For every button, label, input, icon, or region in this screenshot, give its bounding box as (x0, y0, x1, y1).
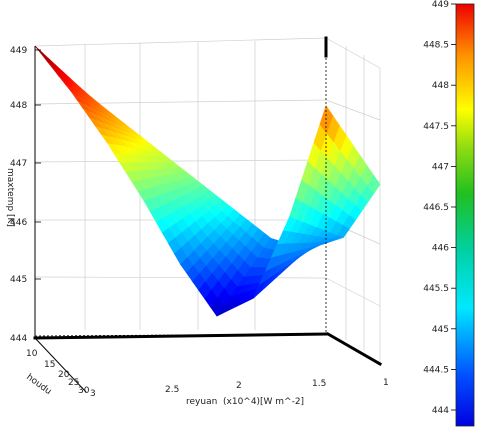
x-ticks: 2.5 2 1.5 1 (165, 378, 389, 395)
colorbar-tick-label: 447.5 (423, 122, 449, 132)
surface (34, 45, 381, 317)
y-tick-label: 30 (78, 386, 90, 396)
z-tick-label: 449 (10, 46, 27, 56)
y-tick-label: 20 (58, 370, 70, 380)
z-tick-label: 447 (10, 159, 27, 169)
y-tick-label: 25 (68, 378, 79, 388)
z-tick-label: 448 (10, 101, 27, 111)
x-label: reyuan (186, 397, 217, 407)
y-tick-label: 3 (90, 389, 96, 399)
colorbar-tick-label: 444.5 (423, 365, 449, 375)
z-tick-label: 444 (10, 334, 27, 344)
z-axis-label: maxtemp (5, 168, 15, 211)
y-tick-label: 15 (44, 360, 55, 370)
colorbar-tick-label: 448.5 (423, 41, 449, 51)
y-axis-label: houdu (24, 372, 53, 397)
x-tick-label: 2 (236, 381, 242, 391)
colorbar-tick-label: 444 (432, 406, 449, 416)
colorbar-tick-label: 446 (432, 244, 449, 254)
colorbar-ticks: 449 448.5 448 447.5 447 446.5 446 445.5 445 444.5… (423, 0, 456, 416)
z-label: maxtemp (5, 168, 15, 211)
colorbar-tick-label: 445 (432, 325, 449, 335)
x-tick-label: 2.5 (165, 385, 179, 395)
z-tick-label: 446 (10, 218, 27, 228)
x-scale: (x10^4) (223, 397, 260, 407)
surface-patch (40, 53, 55, 68)
box-edges (33, 36, 383, 367)
colorbar (455, 3, 475, 427)
z-tick-label: 445 (10, 275, 27, 285)
y-tick-label: 10 (26, 349, 38, 359)
colorbar-tick-label: 448 (432, 81, 449, 91)
colorbar-tick-label: 447 (432, 162, 449, 172)
colorbar-tick-label: 446.5 (423, 203, 449, 213)
colorbar-tick-label: 449 (432, 0, 449, 10)
box-thin (34, 46, 87, 393)
z-ticks: 449 448 447 446 445 444 (10, 46, 41, 344)
z-axis-unit: [K] (5, 214, 15, 227)
x-tick-label: 1.5 (312, 379, 326, 389)
y-label: houdu (24, 372, 53, 397)
x-tick-label: 1 (383, 378, 389, 388)
colorbar-tick-label: 445.5 (423, 284, 449, 294)
x-unit: [W m^-2] (260, 397, 304, 407)
z-unit: [K] (5, 214, 15, 227)
